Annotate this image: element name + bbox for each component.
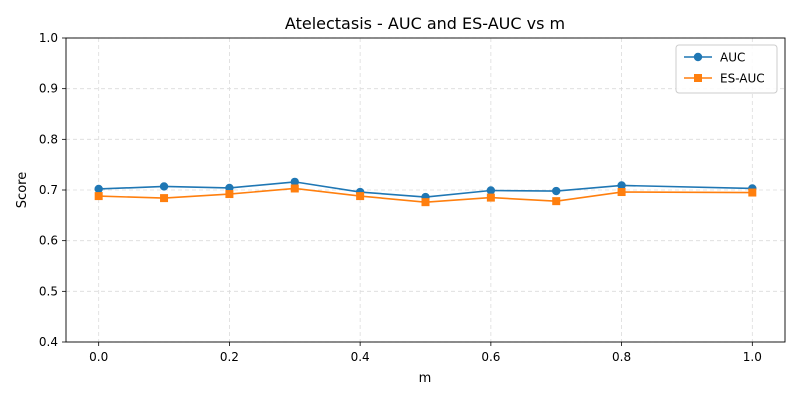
x-tick-label: 0.2 — [220, 350, 239, 364]
data-point-es-auc — [552, 197, 561, 206]
data-point-es-auc — [160, 194, 169, 203]
data-point-auc — [159, 182, 169, 191]
x-axis-label: m — [419, 371, 432, 386]
legend: AUC ES-AUC — [675, 44, 778, 94]
data-point-auc — [94, 184, 103, 194]
y-tick-label: 0.6 — [39, 234, 58, 248]
y-tick-label: 0.4 — [39, 335, 58, 349]
series-line-es-auc — [98, 187, 753, 203]
x-tick-label: 0.8 — [612, 350, 631, 364]
y-tick-label: 0.9 — [39, 82, 58, 96]
x-tick-label: 1.0 — [743, 350, 762, 364]
data-point-es-auc — [290, 184, 299, 193]
y-tick-label: 0.8 — [39, 132, 58, 146]
chart-title: Atelectasis - AUC and ES-AUC vs m — [285, 14, 565, 33]
y-tick-label: 0.7 — [39, 183, 58, 197]
series-layer — [94, 177, 757, 207]
x-tick-label: 0.4 — [351, 350, 370, 364]
data-point-es-auc — [617, 188, 626, 197]
data-point-es-auc — [356, 192, 365, 201]
data-point-es-auc — [225, 190, 234, 199]
data-point-auc — [552, 186, 561, 196]
y-tick-label: 0.5 — [39, 284, 58, 298]
data-point-es-auc — [94, 192, 103, 201]
data-point-auc — [617, 181, 626, 190]
legend-label: ES-AUC — [720, 72, 765, 86]
plot-frame — [65, 37, 786, 343]
axes: 0.0 0.2 0.4 0.6 0.8 1.0 0.4 0.5 0.6 0.7 0.8 0.9 1.0 — [39, 31, 786, 364]
series-line-auc — [98, 181, 753, 198]
x-tick-label: 0.0 — [89, 350, 108, 364]
data-point-es-auc — [486, 193, 495, 202]
data-point-es-auc — [421, 198, 430, 207]
data-point-auc — [290, 177, 299, 187]
y-tick-label: 1.0 — [39, 31, 58, 45]
data-point-es-auc — [748, 188, 757, 197]
legend-label: AUC — [720, 51, 745, 65]
x-tick-label: 0.6 — [481, 350, 500, 364]
legend-marker — [694, 74, 702, 82]
data-point-auc — [486, 186, 496, 195]
legend-marker — [693, 52, 703, 62]
y-axis-label: Score — [15, 172, 30, 208]
